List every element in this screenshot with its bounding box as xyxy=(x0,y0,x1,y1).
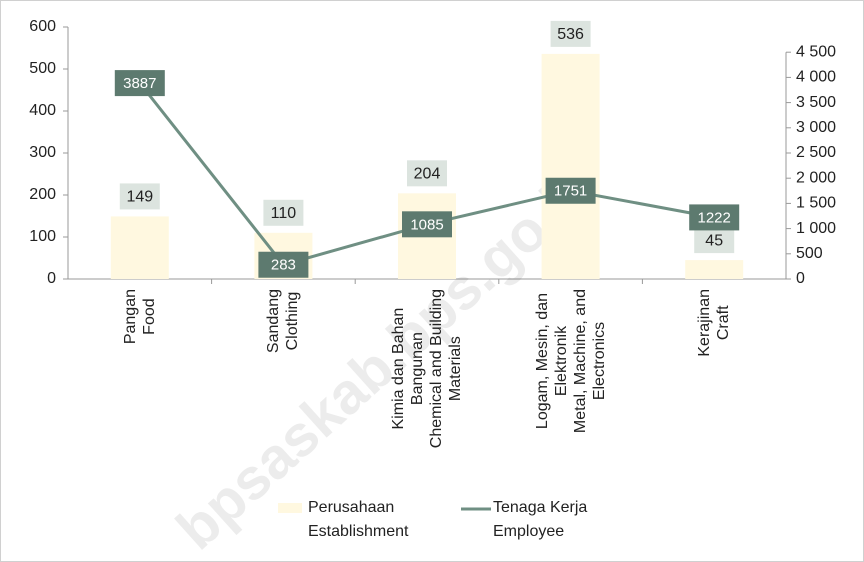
y-tick-label: 100 xyxy=(29,228,56,245)
x-tick-label: Kimia dan Bahan Bangunan Chemical and Bu… xyxy=(390,289,464,449)
y2-tick-label: 3 000 xyxy=(796,119,836,136)
y-tick-label: 0 xyxy=(47,270,56,287)
y-tick-label: 600 xyxy=(29,18,56,35)
x-tick-label: Pangan Food xyxy=(121,289,158,345)
data-label: 283 xyxy=(271,257,296,274)
data-label-box xyxy=(407,160,447,187)
legend-swatch xyxy=(278,503,302,513)
y-tick-label: 300 xyxy=(29,144,56,161)
y-tick-label: 200 xyxy=(29,186,56,203)
line-marker xyxy=(402,211,452,238)
line-marker xyxy=(545,177,596,204)
y2-tick-label: 3 500 xyxy=(796,94,836,111)
line-marker xyxy=(114,70,165,97)
legend-label: Tenaga Kerja Employee xyxy=(493,499,588,540)
y2-tick-label: 2 000 xyxy=(796,169,836,186)
x-tick-label: Logam, Mesin, dan Elektronik Metal, Mach… xyxy=(533,289,608,434)
y-tick-label: 400 xyxy=(29,102,56,119)
data-label: 1751 xyxy=(554,183,587,200)
data-label: 149 xyxy=(126,189,153,206)
x-tick-label: Kerajinan Craft xyxy=(696,289,733,357)
data-label-box xyxy=(550,20,591,47)
data-label: 45 xyxy=(705,232,723,249)
y2-tick-label: 0 xyxy=(796,270,805,287)
data-label: 536 xyxy=(557,26,584,43)
y-tick-label: 500 xyxy=(29,60,56,77)
data-label: 1085 xyxy=(410,216,443,233)
y2-tick-label: 2 500 xyxy=(796,144,836,161)
data-label: 1222 xyxy=(698,209,731,226)
line-marker xyxy=(258,251,309,278)
data-label: 204 xyxy=(414,166,441,183)
data-label-box xyxy=(263,199,304,226)
data-label: 110 xyxy=(271,205,297,222)
y2-tick-label: 4 000 xyxy=(796,69,836,86)
y2-tick-label: 4 500 xyxy=(796,43,836,60)
data-label-box xyxy=(694,227,735,254)
bar xyxy=(685,260,744,279)
y2-tick-label: 500 xyxy=(796,245,823,262)
bar xyxy=(541,53,600,279)
bar xyxy=(110,216,169,279)
y2-tick-label: 1 000 xyxy=(796,220,836,237)
x-tick-label: Sandang Clothing xyxy=(265,289,302,354)
data-label-box xyxy=(119,183,160,210)
legend-label: Perusahaan Establishment xyxy=(308,499,409,540)
y2-tick-label: 1 500 xyxy=(796,195,836,212)
line-marker xyxy=(689,204,740,231)
data-label: 3887 xyxy=(123,75,156,92)
